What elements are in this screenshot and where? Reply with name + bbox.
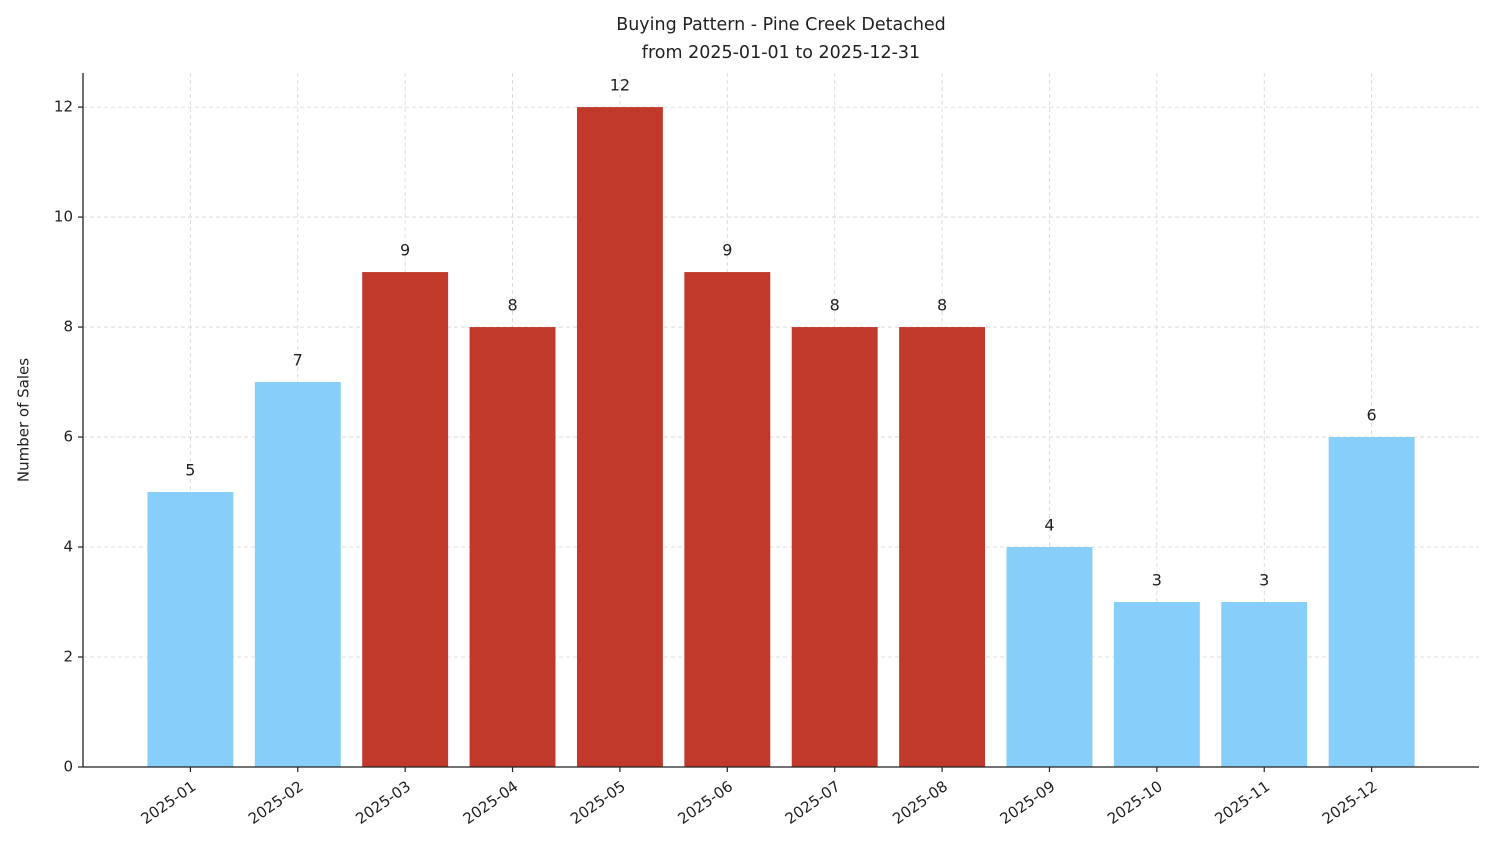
data-label: 9 bbox=[400, 241, 410, 260]
bar bbox=[469, 327, 556, 767]
x-tick-label: 2025-10 bbox=[1104, 777, 1166, 828]
data-label: 9 bbox=[722, 241, 732, 260]
x-tick-label: 2025-01 bbox=[138, 777, 200, 828]
x-tick-label: 2025-11 bbox=[1211, 777, 1273, 828]
data-label: 7 bbox=[293, 351, 303, 370]
x-tick-label: 2025-04 bbox=[460, 777, 522, 828]
data-label: 8 bbox=[507, 296, 517, 315]
data-label: 4 bbox=[1044, 516, 1054, 535]
y-tick-label: 12 bbox=[54, 98, 73, 116]
data-label: 8 bbox=[830, 296, 840, 315]
bar bbox=[1328, 437, 1415, 767]
chart-title: Buying Pattern - Pine Creek Detached bbox=[616, 15, 946, 35]
bar bbox=[899, 327, 986, 767]
y-tick-label: 10 bbox=[54, 208, 73, 226]
data-label: 6 bbox=[1367, 406, 1377, 425]
y-axis-label: Number of Sales bbox=[15, 358, 33, 482]
x-tick-label: 2025-06 bbox=[675, 777, 737, 828]
bar bbox=[1006, 547, 1093, 767]
bar bbox=[791, 327, 878, 767]
y-tick-label: 6 bbox=[63, 428, 73, 446]
x-tick-label: 2025-05 bbox=[567, 777, 629, 828]
data-label: 3 bbox=[1259, 571, 1269, 590]
data-label: 12 bbox=[610, 76, 630, 95]
x-tick-label: 2025-07 bbox=[782, 777, 844, 828]
bar bbox=[576, 107, 663, 767]
bar bbox=[147, 492, 234, 767]
x-tick-label: 2025-09 bbox=[997, 777, 1059, 828]
y-tick-label: 2 bbox=[63, 648, 73, 666]
data-label: 3 bbox=[1152, 571, 1162, 590]
bar bbox=[254, 382, 341, 767]
x-tick-label: 2025-02 bbox=[245, 777, 307, 828]
chart-subtitle: from 2025-01-01 to 2025-12-31 bbox=[642, 43, 920, 63]
bar bbox=[684, 272, 771, 767]
data-label: 8 bbox=[937, 296, 947, 315]
bar bbox=[1221, 602, 1308, 767]
y-tick-label: 0 bbox=[63, 758, 73, 776]
y-tick-label: 4 bbox=[63, 538, 73, 556]
bar bbox=[362, 272, 449, 767]
data-label: 5 bbox=[185, 461, 195, 480]
y-tick-label: 8 bbox=[63, 318, 73, 336]
x-tick-label: 2025-08 bbox=[889, 777, 951, 828]
x-tick-label: 2025-12 bbox=[1319, 777, 1381, 828]
bar bbox=[1113, 602, 1200, 767]
x-tick-label: 2025-03 bbox=[352, 777, 414, 828]
